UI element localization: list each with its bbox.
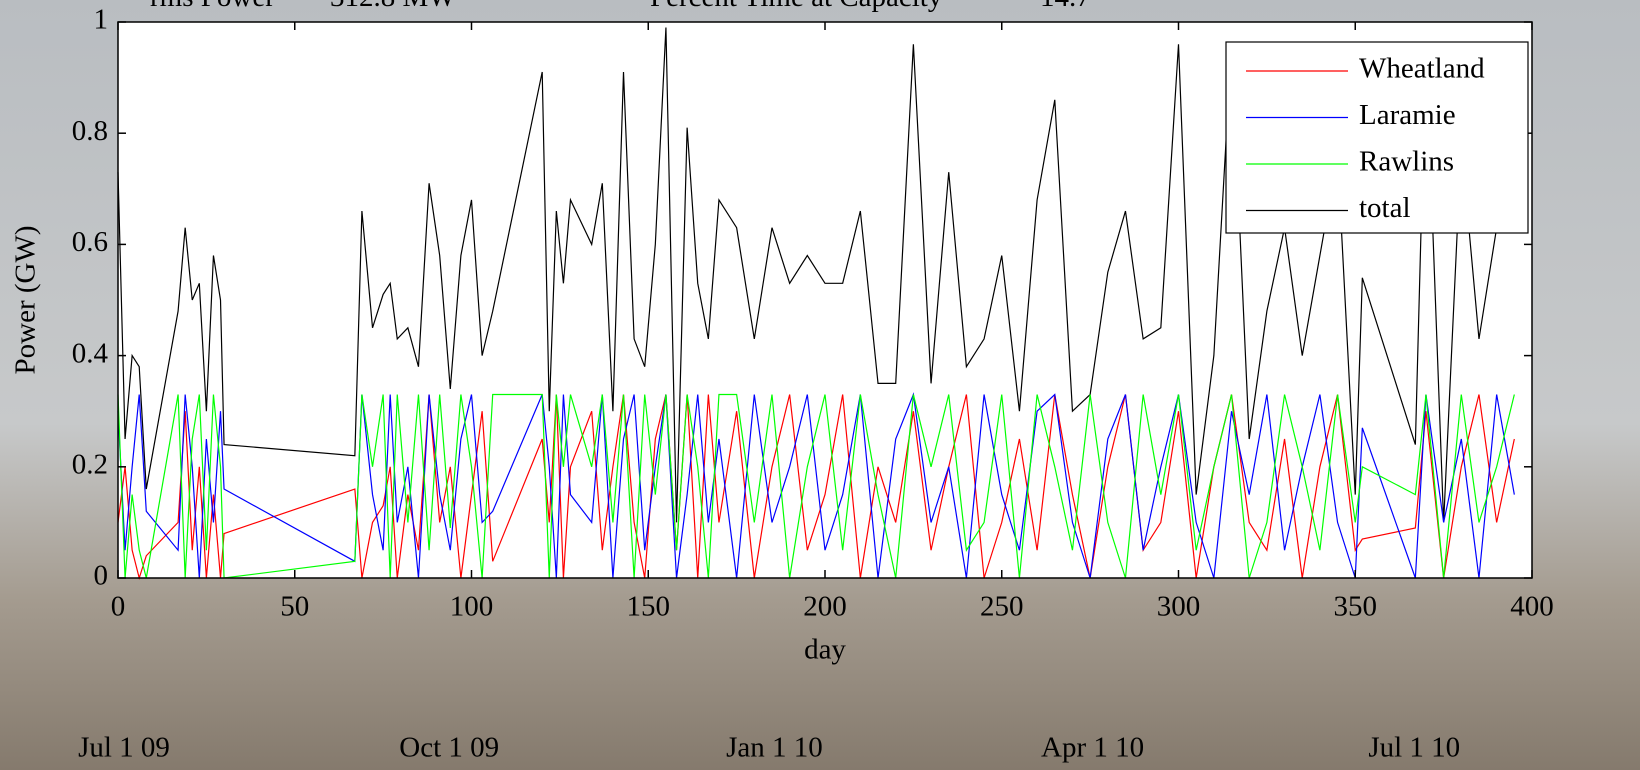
- y-axis-label: Power (GW): [10, 226, 42, 375]
- date-label: Oct 1 09: [399, 732, 499, 764]
- y-tick-label: 0.2: [72, 448, 108, 480]
- annotation: Percent Time at Capacity: [650, 0, 943, 13]
- x-tick-label: 350: [1334, 591, 1378, 623]
- date-label: Jul 1 09: [78, 732, 170, 764]
- annotation: 312.8 MW: [330, 0, 456, 13]
- x-tick-label: 0: [111, 591, 126, 623]
- x-tick-label: 300: [1157, 591, 1201, 623]
- annotation: 14.7: [1040, 0, 1091, 13]
- date-label: Apr 1 10: [1041, 732, 1144, 764]
- y-tick-label: 0.8: [72, 115, 108, 147]
- date-label: Jan 1 10: [726, 732, 823, 764]
- annotation: rms Power: [150, 0, 275, 13]
- y-tick-label: 0: [94, 560, 109, 592]
- y-tick-label: 0.4: [72, 337, 109, 369]
- series-line: [117, 394, 1515, 581]
- date-label: Jul 1 10: [1368, 732, 1460, 764]
- x-tick-label: 100: [450, 591, 494, 623]
- x-axis-label: day: [804, 634, 846, 666]
- y-tick-label: 1: [94, 4, 109, 36]
- legend-label: total: [1359, 192, 1411, 224]
- legend-label: Wheatland: [1359, 53, 1485, 85]
- x-tick-label: 250: [980, 591, 1024, 623]
- legend-box: [1225, 41, 1529, 234]
- x-tick-label: 50: [280, 591, 309, 623]
- legend-label: Rawlins: [1359, 146, 1454, 178]
- x-tick-label: 200: [803, 591, 847, 623]
- x-tick-label: 150: [627, 591, 671, 623]
- x-tick-label: 400: [1510, 591, 1554, 623]
- legend-label: Laramie: [1359, 99, 1456, 131]
- series-line: [117, 393, 1515, 579]
- y-tick-label: 0.6: [72, 226, 108, 258]
